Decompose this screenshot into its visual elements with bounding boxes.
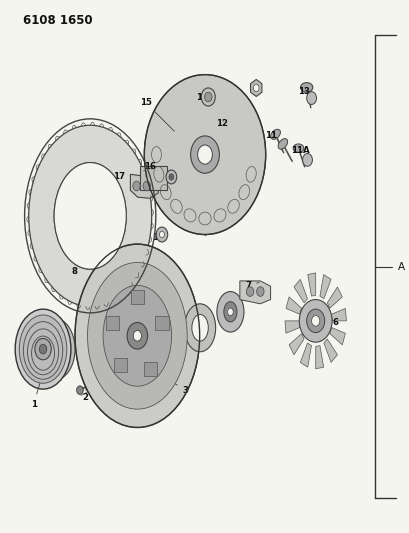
Ellipse shape xyxy=(54,163,126,269)
Circle shape xyxy=(39,344,47,354)
Text: 11A: 11A xyxy=(290,146,309,155)
Polygon shape xyxy=(323,339,337,362)
Ellipse shape xyxy=(223,302,236,322)
Polygon shape xyxy=(331,309,346,321)
Ellipse shape xyxy=(29,125,151,306)
Text: 14: 14 xyxy=(113,208,126,216)
FancyBboxPatch shape xyxy=(106,316,119,329)
Circle shape xyxy=(133,330,141,341)
Circle shape xyxy=(306,309,324,333)
Circle shape xyxy=(311,316,319,326)
Circle shape xyxy=(143,181,150,191)
FancyBboxPatch shape xyxy=(155,316,168,329)
Polygon shape xyxy=(130,174,158,198)
Ellipse shape xyxy=(87,262,187,409)
Circle shape xyxy=(156,227,167,242)
Text: 4: 4 xyxy=(180,322,197,330)
Ellipse shape xyxy=(216,292,243,332)
Circle shape xyxy=(35,338,51,360)
Ellipse shape xyxy=(121,190,133,199)
Circle shape xyxy=(76,386,83,394)
Circle shape xyxy=(190,136,219,173)
Ellipse shape xyxy=(23,322,63,379)
Text: 8: 8 xyxy=(72,250,88,276)
Circle shape xyxy=(204,92,211,102)
FancyBboxPatch shape xyxy=(140,166,167,190)
Text: 6: 6 xyxy=(327,318,337,327)
Text: 11: 11 xyxy=(265,132,277,140)
Ellipse shape xyxy=(144,75,265,235)
Circle shape xyxy=(302,154,312,166)
Ellipse shape xyxy=(184,304,215,352)
Text: 1: 1 xyxy=(31,376,42,408)
Circle shape xyxy=(227,308,233,316)
Circle shape xyxy=(127,322,147,349)
Text: 7: 7 xyxy=(245,281,258,289)
FancyBboxPatch shape xyxy=(130,290,144,304)
Text: 10: 10 xyxy=(249,85,260,95)
FancyBboxPatch shape xyxy=(144,362,157,376)
Circle shape xyxy=(197,145,212,164)
Text: 13: 13 xyxy=(151,233,164,241)
Polygon shape xyxy=(299,343,311,367)
Text: 15: 15 xyxy=(139,98,174,131)
Circle shape xyxy=(246,287,253,296)
Text: 6108 1650: 6108 1650 xyxy=(22,14,92,27)
Polygon shape xyxy=(315,345,323,369)
Ellipse shape xyxy=(19,315,67,383)
Text: 18: 18 xyxy=(195,93,207,101)
Ellipse shape xyxy=(277,139,287,149)
Circle shape xyxy=(256,287,263,296)
Ellipse shape xyxy=(191,314,208,341)
Polygon shape xyxy=(250,79,261,96)
Circle shape xyxy=(201,88,215,106)
Text: 12: 12 xyxy=(216,119,228,128)
Text: 2: 2 xyxy=(82,388,88,402)
Polygon shape xyxy=(326,287,342,308)
Ellipse shape xyxy=(54,163,126,269)
Polygon shape xyxy=(239,281,270,304)
Ellipse shape xyxy=(27,329,58,375)
Ellipse shape xyxy=(300,83,312,92)
Ellipse shape xyxy=(15,309,71,389)
Ellipse shape xyxy=(75,244,199,427)
Ellipse shape xyxy=(217,107,231,122)
Ellipse shape xyxy=(34,318,75,380)
Text: 13: 13 xyxy=(297,87,310,96)
Polygon shape xyxy=(285,297,301,314)
Text: 3: 3 xyxy=(162,376,188,394)
Polygon shape xyxy=(319,274,330,298)
Ellipse shape xyxy=(270,129,280,140)
Circle shape xyxy=(299,300,331,342)
Ellipse shape xyxy=(31,336,54,370)
Text: 17: 17 xyxy=(112,173,130,182)
Ellipse shape xyxy=(103,285,171,386)
Polygon shape xyxy=(307,273,315,296)
Circle shape xyxy=(169,174,173,180)
FancyBboxPatch shape xyxy=(114,358,127,372)
Circle shape xyxy=(306,92,316,104)
Text: 9: 9 xyxy=(80,236,91,245)
Text: A: A xyxy=(397,262,404,271)
Polygon shape xyxy=(284,321,299,333)
Polygon shape xyxy=(288,334,303,355)
Circle shape xyxy=(133,181,140,191)
Text: 16: 16 xyxy=(143,162,155,171)
Polygon shape xyxy=(329,327,344,345)
Ellipse shape xyxy=(292,144,303,152)
Polygon shape xyxy=(293,279,307,303)
Text: 5: 5 xyxy=(227,308,233,318)
Circle shape xyxy=(159,231,164,238)
Circle shape xyxy=(166,170,176,184)
Circle shape xyxy=(253,84,258,92)
